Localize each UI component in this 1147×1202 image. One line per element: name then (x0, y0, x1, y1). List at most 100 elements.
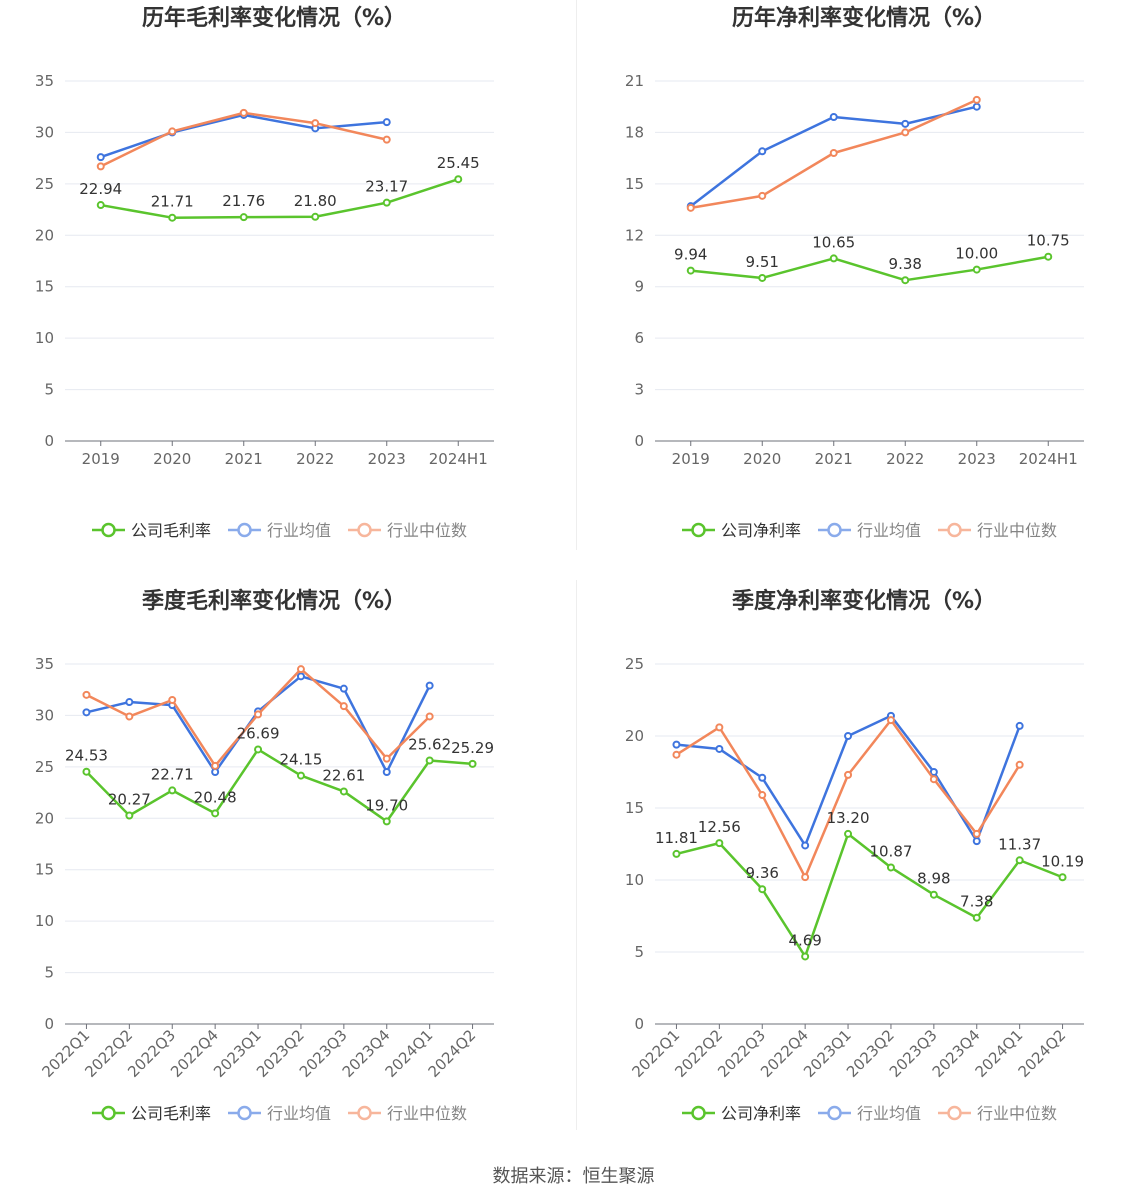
panel-divider (576, 580, 577, 1130)
legend-item: 行业中位数 (348, 521, 467, 540)
legend-label: 行业均值 (857, 1104, 921, 1123)
data-label: 23.17 (365, 178, 408, 196)
legend-item: 行业均值 (818, 1104, 921, 1123)
quarterly-gross-margin-chart: 季度毛利率变化情况（%） 0 5 10 15 20 25 30 35 2022Q1 2022Q2 20… (0, 583, 570, 1153)
panel-divider (576, 0, 577, 550)
data-point (972, 837, 981, 846)
data-label: 24.53 (65, 747, 108, 765)
data-point (425, 681, 434, 690)
data-label: 25.62 (408, 735, 451, 753)
data-point (425, 756, 434, 765)
legend-circle-icon (357, 522, 372, 538)
data-point (758, 791, 767, 800)
legend-circle-icon (237, 1105, 252, 1121)
data-point (929, 775, 938, 784)
legend-circle-icon (691, 1105, 706, 1121)
data-point (339, 787, 348, 796)
data-point (886, 716, 895, 725)
series-line (690, 255, 1049, 282)
data-point (382, 198, 391, 207)
legend-item: 公司毛利率 (92, 1104, 211, 1123)
legend-circle-icon (827, 1105, 842, 1121)
data-label: 10.19 (1041, 852, 1084, 870)
data-point (296, 672, 305, 681)
legend-label: 行业中位数 (977, 1104, 1057, 1123)
legend-circle-icon (947, 1105, 962, 1121)
y-tick-label: 0 (44, 1015, 54, 1033)
data-point (758, 191, 767, 200)
data-point (382, 768, 391, 776)
data-point (1015, 721, 1024, 730)
y-tick-label: 0 (634, 432, 644, 450)
y-tick-label: 21 (625, 72, 644, 90)
data-point (801, 841, 810, 850)
data-point (758, 773, 767, 782)
data-point (82, 708, 91, 717)
data-label: 25.45 (437, 154, 480, 172)
y-tick-label: 35 (35, 655, 54, 673)
x-tick-label: 2022 (296, 450, 334, 468)
data-point (339, 684, 348, 693)
data-point (254, 710, 263, 719)
data-point (972, 95, 981, 104)
legend-item: 行业中位数 (348, 1104, 467, 1123)
quarterly-net-margin-chart: 季度净利率变化情况（%） 0 5 10 15 20 25 2022Q1 2022Q2 2022Q3… (590, 583, 1147, 1153)
data-point (672, 740, 681, 749)
chart-svg: 季度净利率变化情况（%）05101520252022Q12022Q22022Q3… (625, 588, 1084, 1123)
data-point (715, 839, 724, 848)
data-point (758, 273, 767, 282)
data-point (844, 732, 853, 740)
legend-circle-icon (101, 1105, 116, 1121)
data-point (125, 712, 134, 721)
data-point (211, 809, 220, 818)
data-point (829, 149, 838, 157)
data-point (901, 119, 910, 128)
series-line (100, 178, 459, 219)
y-tick-label: 15 (35, 278, 54, 296)
x-tick-label: 2022 (886, 450, 924, 468)
data-point (686, 203, 695, 212)
data-source-note: 数据来源：恒生聚源 (492, 1166, 655, 1187)
data-label: 11.81 (655, 829, 698, 847)
y-tick-label: 12 (625, 226, 644, 244)
y-tick-label: 15 (35, 861, 54, 879)
y-tick-label: 10 (625, 871, 644, 889)
data-point (125, 811, 134, 820)
data-label: 7.38 (960, 893, 993, 911)
data-point (1058, 873, 1067, 882)
x-tick-label: 2021 (225, 450, 263, 468)
x-tick-label: 2024H1 (429, 450, 488, 468)
data-point (168, 696, 177, 704)
data-point (96, 153, 105, 162)
y-tick-label: 0 (634, 1015, 644, 1033)
legend-item: 行业均值 (818, 521, 921, 540)
series-line (100, 111, 388, 168)
data-label: 10.75 (1027, 232, 1070, 250)
data-point (929, 890, 938, 899)
legend-circle-icon (947, 522, 962, 538)
legend-label: 行业均值 (857, 521, 921, 540)
y-tick-label: 20 (625, 727, 644, 745)
data-point (972, 102, 981, 111)
y-tick-label: 0 (44, 432, 54, 450)
data-point (168, 127, 177, 136)
x-tick-label: 2023 (958, 450, 996, 468)
data-label: 10.00 (955, 245, 998, 263)
data-point (901, 128, 910, 137)
y-tick-label: 15 (625, 175, 644, 193)
data-point (829, 254, 838, 263)
chart-title: 季度净利率变化情况（%） (732, 588, 996, 614)
data-point (382, 754, 391, 763)
y-tick-label: 15 (625, 799, 644, 817)
data-point (454, 175, 463, 184)
data-point (211, 761, 220, 770)
data-point (296, 771, 305, 780)
x-tick-label: 2020 (743, 450, 781, 468)
data-point (211, 768, 220, 776)
data-point (125, 698, 134, 707)
data-label: 22.61 (322, 766, 365, 784)
legend-circle-icon (237, 522, 252, 538)
data-label: 20.27 (108, 791, 151, 809)
data-label: 9.36 (746, 864, 779, 882)
data-label: 9.38 (889, 255, 922, 273)
